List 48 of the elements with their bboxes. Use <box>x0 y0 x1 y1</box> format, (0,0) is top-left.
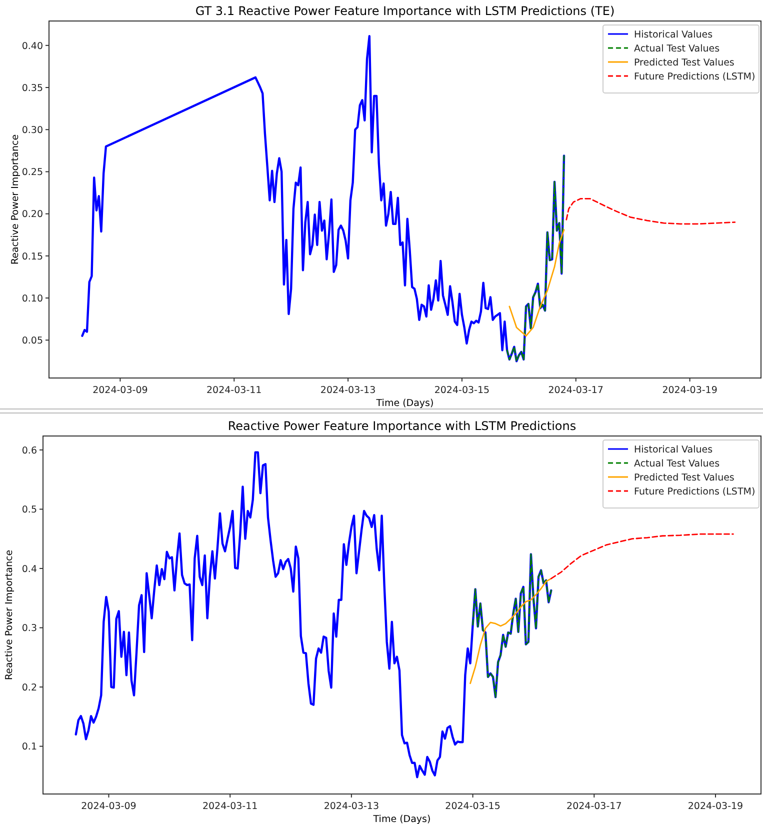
y-tick-label: 0.4 <box>22 564 37 575</box>
y-tick-label: 0.1 <box>22 742 37 753</box>
y-tick-label: 0.6 <box>22 445 37 456</box>
x-tick-label: 2024-03-11 <box>202 801 258 812</box>
x-tick-label: 2024-03-17 <box>548 385 604 396</box>
x-axis-title: Time (Days) <box>372 814 431 824</box>
legend-label: Predicted Test Values <box>634 472 734 484</box>
line-series <box>566 198 736 225</box>
y-tick-label: 0.3 <box>22 623 37 634</box>
line-series <box>472 554 552 698</box>
y-tick-label: 0.20 <box>22 209 43 220</box>
y-tick-label: 0.2 <box>22 682 37 694</box>
y-tick-label: 0.40 <box>22 40 43 52</box>
chart-title: GT 3.1 Reactive Power Feature Importance with LSTM Predictions (TE) <box>195 4 615 18</box>
legend-label: Predicted Test Values <box>634 58 734 68</box>
y-axis-title: Reactive Power Importance <box>10 134 21 265</box>
x-tick-label: 2024-03-17 <box>566 801 622 812</box>
x-tick-label: 2024-03-15 <box>434 385 490 396</box>
y-axis-title: Reactive Power Importance <box>4 550 15 680</box>
legend-label: Historical Values <box>634 444 713 456</box>
y-tick-label: 0.25 <box>22 167 43 178</box>
x-tick-label: 2024-03-13 <box>324 801 380 812</box>
x-tick-label: 2024-03-13 <box>320 385 376 396</box>
line-series <box>470 578 552 684</box>
x-tick-label: 2024-03-11 <box>206 385 262 396</box>
y-tick-label: 0.35 <box>22 82 43 94</box>
line-series <box>74 451 552 778</box>
y-tick-label: 0.5 <box>22 504 37 516</box>
legend-label: Future Predictions (LSTM) <box>634 486 756 498</box>
x-tick-label: 2024-03-19 <box>662 385 718 396</box>
x-tick-label: 2024-03-15 <box>445 801 500 812</box>
x-tick-label: 2024-03-09 <box>92 385 148 396</box>
legend-label: Historical Values <box>634 30 713 40</box>
legend-label: Future Predictions (LSTM) <box>634 72 756 82</box>
line-series <box>508 229 565 337</box>
legend-label: Actual Test Values <box>634 458 720 470</box>
x-tick-label: 2024-03-19 <box>688 801 744 812</box>
y-tick-label: 0.10 <box>22 293 43 304</box>
y-tick-label: 0.30 <box>22 125 43 136</box>
chart-title: Reactive Power Feature Importance with LSTM Predictions <box>228 419 576 433</box>
line-series <box>506 155 565 362</box>
line-series <box>81 35 566 362</box>
x-tick-label: 2024-03-09 <box>81 801 136 812</box>
legend-label: Actual Test Values <box>634 44 720 54</box>
x-axis-title: Time (Days) <box>375 398 434 409</box>
y-tick-label: 0.15 <box>22 251 43 262</box>
y-tick-label: 0.05 <box>22 336 43 347</box>
line-series <box>550 533 734 580</box>
